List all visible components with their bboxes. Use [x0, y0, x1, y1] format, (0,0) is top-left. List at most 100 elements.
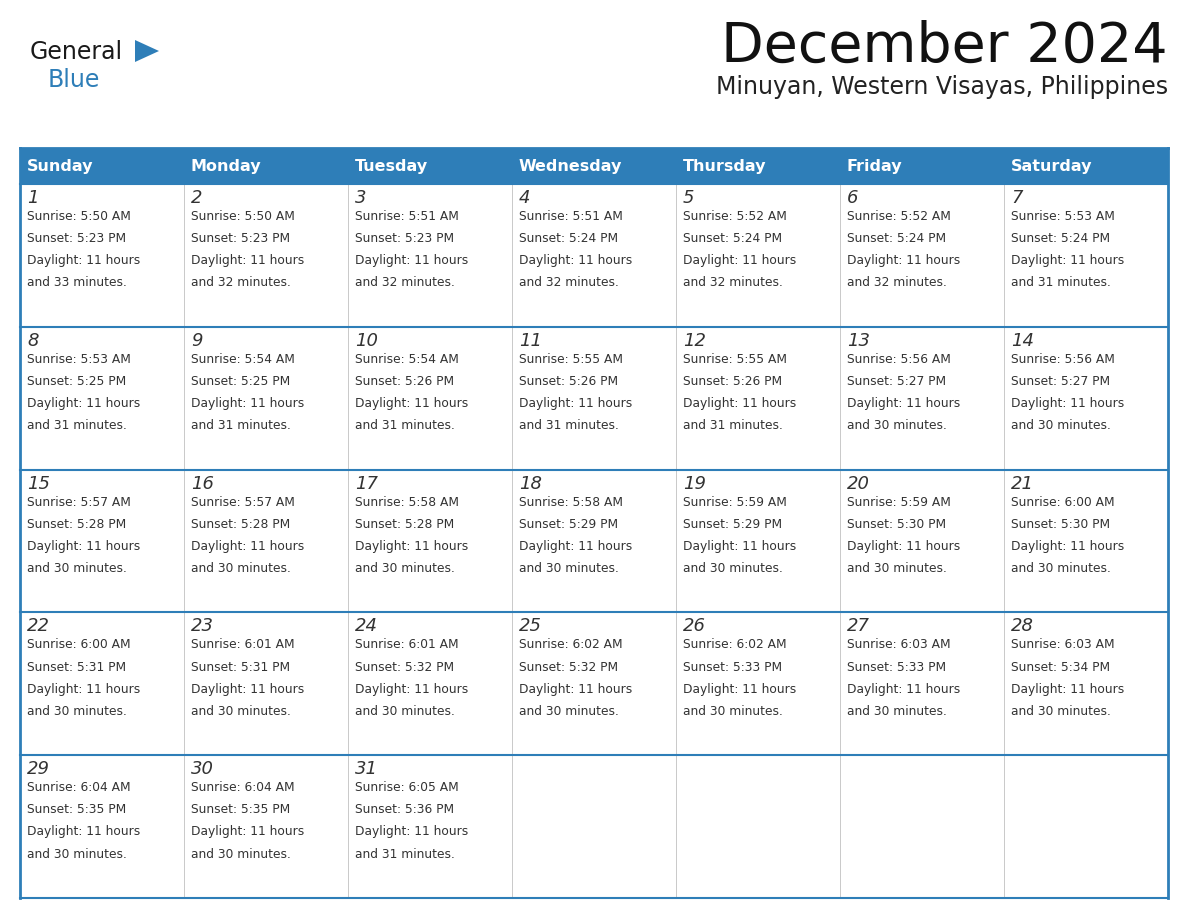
Text: 5: 5 [683, 189, 695, 207]
Bar [184, 612, 348, 756]
Text: Sunset: 5:27 PM: Sunset: 5:27 PM [1011, 375, 1110, 388]
Text: and 31 minutes.: and 31 minutes. [519, 420, 619, 432]
Text: Tuesday: Tuesday [355, 159, 428, 174]
Text: Daylight: 11 hours: Daylight: 11 hours [519, 540, 632, 553]
Text: Daylight: 11 hours: Daylight: 11 hours [1011, 254, 1124, 267]
Text: and 31 minutes.: and 31 minutes. [1011, 276, 1111, 289]
Bar [676, 756, 840, 898]
Text: and 30 minutes.: and 30 minutes. [1011, 420, 1111, 432]
Bar [1004, 327, 1168, 470]
Text: and 32 minutes.: and 32 minutes. [191, 276, 291, 289]
Text: Daylight: 11 hours: Daylight: 11 hours [355, 540, 468, 553]
Text: 10: 10 [355, 331, 378, 350]
Bar [184, 470, 348, 612]
Text: Sunset: 5:29 PM: Sunset: 5:29 PM [519, 518, 618, 531]
Text: Daylight: 11 hours: Daylight: 11 hours [191, 254, 304, 267]
Text: 11: 11 [519, 331, 542, 350]
Text: Sunrise: 5:54 AM: Sunrise: 5:54 AM [191, 353, 295, 365]
Bar [840, 184, 1004, 327]
Bar [512, 470, 676, 612]
Text: and 31 minutes.: and 31 minutes. [355, 847, 455, 860]
Bar [348, 470, 512, 612]
Text: Sunrise: 5:51 AM: Sunrise: 5:51 AM [519, 210, 623, 223]
Text: 6: 6 [847, 189, 859, 207]
Text: Sunset: 5:32 PM: Sunset: 5:32 PM [355, 661, 454, 674]
Text: Sunset: 5:24 PM: Sunset: 5:24 PM [519, 232, 618, 245]
Text: Sunset: 5:24 PM: Sunset: 5:24 PM [847, 232, 946, 245]
Text: Daylight: 11 hours: Daylight: 11 hours [683, 540, 796, 553]
Bar [348, 612, 512, 756]
Text: and 30 minutes.: and 30 minutes. [191, 705, 291, 718]
Text: and 31 minutes.: and 31 minutes. [191, 420, 291, 432]
Text: Daylight: 11 hours: Daylight: 11 hours [683, 683, 796, 696]
Text: Sunset: 5:27 PM: Sunset: 5:27 PM [847, 375, 946, 388]
Text: and 30 minutes.: and 30 minutes. [1011, 705, 1111, 718]
Bar [512, 327, 676, 470]
Text: Sunset: 5:34 PM: Sunset: 5:34 PM [1011, 661, 1110, 674]
Text: 24: 24 [355, 618, 378, 635]
Text: Minuyan, Western Visayas, Philippines: Minuyan, Western Visayas, Philippines [716, 75, 1168, 99]
Text: and 30 minutes.: and 30 minutes. [847, 705, 947, 718]
Text: Sunrise: 5:55 AM: Sunrise: 5:55 AM [683, 353, 786, 365]
Text: 29: 29 [27, 760, 50, 778]
Text: Thursday: Thursday [683, 159, 766, 174]
Text: Sunset: 5:28 PM: Sunset: 5:28 PM [355, 518, 454, 531]
Bar [676, 327, 840, 470]
Text: 16: 16 [191, 475, 214, 493]
Text: Sunset: 5:24 PM: Sunset: 5:24 PM [1011, 232, 1110, 245]
Text: and 30 minutes.: and 30 minutes. [191, 562, 291, 575]
Text: Daylight: 11 hours: Daylight: 11 hours [191, 825, 304, 838]
Text: Daylight: 11 hours: Daylight: 11 hours [847, 540, 960, 553]
Text: Daylight: 11 hours: Daylight: 11 hours [355, 397, 468, 410]
Bar [676, 148, 840, 184]
Text: and 32 minutes.: and 32 minutes. [683, 276, 783, 289]
Text: Sunrise: 5:53 AM: Sunrise: 5:53 AM [27, 353, 131, 365]
Text: and 30 minutes.: and 30 minutes. [847, 420, 947, 432]
Text: and 30 minutes.: and 30 minutes. [27, 705, 127, 718]
Text: and 30 minutes.: and 30 minutes. [27, 562, 127, 575]
Text: and 30 minutes.: and 30 minutes. [847, 562, 947, 575]
Bar [20, 148, 184, 184]
Text: 13: 13 [847, 331, 870, 350]
Text: 4: 4 [519, 189, 531, 207]
Text: Sunrise: 6:02 AM: Sunrise: 6:02 AM [683, 638, 786, 652]
Text: Sunset: 5:23 PM: Sunset: 5:23 PM [27, 232, 126, 245]
Text: Sunrise: 5:59 AM: Sunrise: 5:59 AM [683, 496, 786, 509]
Bar [348, 327, 512, 470]
Text: Daylight: 11 hours: Daylight: 11 hours [355, 254, 468, 267]
Bar [512, 756, 676, 898]
Text: Sunset: 5:28 PM: Sunset: 5:28 PM [27, 518, 126, 531]
Text: General: General [30, 40, 124, 64]
Text: Sunrise: 5:52 AM: Sunrise: 5:52 AM [683, 210, 786, 223]
Text: Sunrise: 5:59 AM: Sunrise: 5:59 AM [847, 496, 950, 509]
Text: Daylight: 11 hours: Daylight: 11 hours [191, 540, 304, 553]
Bar [840, 470, 1004, 612]
Text: Sunset: 5:26 PM: Sunset: 5:26 PM [355, 375, 454, 388]
Text: Sunset: 5:24 PM: Sunset: 5:24 PM [683, 232, 782, 245]
Text: Sunrise: 6:03 AM: Sunrise: 6:03 AM [1011, 638, 1114, 652]
Text: Sunday: Sunday [27, 159, 94, 174]
Text: 3: 3 [355, 189, 367, 207]
Bar [184, 184, 348, 327]
Bar [1004, 184, 1168, 327]
Text: Sunset: 5:36 PM: Sunset: 5:36 PM [355, 803, 454, 816]
Text: Sunrise: 6:04 AM: Sunrise: 6:04 AM [27, 781, 131, 794]
Text: 27: 27 [847, 618, 870, 635]
Text: 26: 26 [683, 618, 706, 635]
Bar [348, 756, 512, 898]
Text: 9: 9 [191, 331, 202, 350]
Bar [512, 612, 676, 756]
Text: 28: 28 [1011, 618, 1034, 635]
Text: and 30 minutes.: and 30 minutes. [355, 705, 455, 718]
Text: 18: 18 [519, 475, 542, 493]
Bar [1004, 756, 1168, 898]
Text: Sunset: 5:30 PM: Sunset: 5:30 PM [1011, 518, 1110, 531]
Text: Sunset: 5:29 PM: Sunset: 5:29 PM [683, 518, 782, 531]
Text: Blue: Blue [48, 68, 100, 92]
Text: and 30 minutes.: and 30 minutes. [191, 847, 291, 860]
Bar [512, 148, 676, 184]
Text: Sunset: 5:26 PM: Sunset: 5:26 PM [519, 375, 618, 388]
Text: Daylight: 11 hours: Daylight: 11 hours [355, 683, 468, 696]
Text: Sunset: 5:31 PM: Sunset: 5:31 PM [191, 661, 290, 674]
Text: Sunrise: 6:02 AM: Sunrise: 6:02 AM [519, 638, 623, 652]
